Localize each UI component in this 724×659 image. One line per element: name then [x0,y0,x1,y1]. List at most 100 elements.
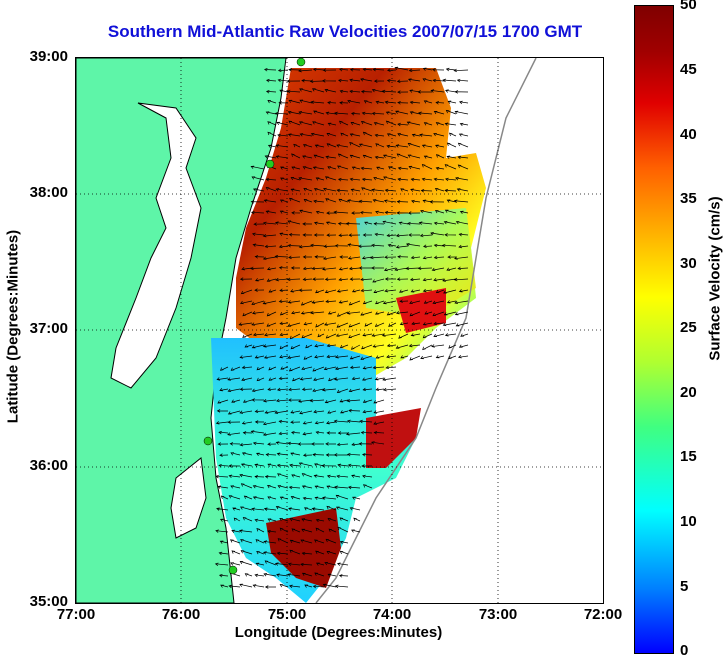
y-axis-label: Latitude (Degrees:Minutes) [4,229,22,424]
velocity-arrow [240,483,253,489]
velocity-arrow [280,366,289,370]
velocity-arrow [446,199,457,203]
velocity-arrow [263,551,277,555]
velocity-arrow [388,166,397,170]
ytick-label: 36:00 [29,457,68,474]
velocity-arrow [266,278,277,282]
velocity-arrow [435,166,445,171]
velocity-arrow [267,496,277,500]
velocity-arrow [384,188,397,193]
velocity-arrow [279,210,289,214]
velocity-arrow [300,562,313,567]
velocity-arrow [279,344,289,350]
velocity-arrow [359,210,373,215]
velocity-arrow [458,289,469,293]
velocity-arrow [309,398,325,403]
velocity-arrow [446,300,457,304]
velocity-arrow [315,527,325,533]
velocity-arrow [314,420,325,425]
velocity-arrow [278,299,289,303]
velocity-arrow [375,143,385,148]
station-marker [203,436,213,446]
velocity-arrow [265,111,277,115]
velocity-arrow [315,562,325,566]
velocity-arrow [256,550,265,555]
velocity-arrow [231,550,241,555]
velocity-arrow [339,120,349,126]
velocity-arrow [398,221,409,225]
velocity-arrow [375,355,385,359]
velocity-arrow [290,410,301,414]
velocity-arrow [309,79,325,84]
velocity-arrow [286,277,301,282]
velocity-arrow [351,344,361,350]
velocity-arrow [421,163,433,170]
velocity-arrow [411,199,421,204]
velocity-arrow [362,387,373,392]
velocity-arrow [433,133,445,137]
velocity-arrow [251,507,265,511]
velocity-arrow [338,267,349,271]
velocity-arrow [338,198,349,203]
velocity-arrow [278,376,289,381]
velocity-arrow [278,244,289,249]
velocity-arrow [370,441,385,445]
velocity-arrow [422,78,433,82]
velocity-arrow [362,409,373,414]
colorbar [634,5,674,654]
velocity-arrow [362,300,373,305]
velocity-arrow [374,322,385,327]
velocity-arrow [351,289,361,293]
velocity-arrow [279,288,289,292]
velocity-arrow [314,496,325,500]
velocity-arrow [231,529,241,534]
velocity-arrow [420,210,433,214]
velocity-arrow [277,133,289,138]
velocity-arrow [386,144,397,149]
velocity-arrow [399,299,409,303]
velocity-arrow [458,244,469,249]
velocity-arrow [301,551,313,556]
velocity-arrow [299,88,313,93]
velocity-arrow [339,517,349,522]
velocity-arrow [443,289,457,294]
velocity-arrow [302,277,313,282]
velocity-arrow [279,311,289,316]
velocity-arrow [434,210,445,214]
velocity-arrow [218,430,229,435]
velocity-arrow [406,121,421,126]
velocity-arrow [409,355,421,361]
velocity-arrow [215,474,229,479]
velocity-arrow [386,133,397,137]
velocity-arrow [233,517,241,522]
velocity-arrow [251,176,265,181]
velocity-arrow [362,366,373,370]
velocity-arrow [409,111,421,115]
velocity-arrow [409,300,421,304]
velocity-arrow [382,300,397,305]
velocity-arrow [453,199,469,203]
map-plot-area [75,57,604,604]
velocity-arrow [362,333,373,337]
velocity-arrow [275,506,289,511]
velocity-arrow [238,322,253,326]
velocity-arrow [279,199,289,203]
velocity-arrow [364,322,373,327]
velocity-arrow [338,67,349,72]
velocity-arrow [418,111,433,115]
velocity-arrow [442,322,457,327]
velocity-arrow [301,485,313,489]
colorbar-tick: 25 [680,319,697,336]
velocity-arrow [232,507,241,511]
velocity-arrow [291,310,301,315]
velocity-arrow [351,211,361,215]
velocity-arrow [405,266,421,271]
velocity-arrow [326,550,337,555]
velocity-arrow [267,387,277,391]
velocity-arrow [444,188,457,193]
velocity-arrow [395,311,409,315]
velocity-arrow [315,430,325,435]
velocity-arrow [326,132,337,137]
velocity-arrow [407,78,421,82]
velocity-arrow [312,452,325,457]
